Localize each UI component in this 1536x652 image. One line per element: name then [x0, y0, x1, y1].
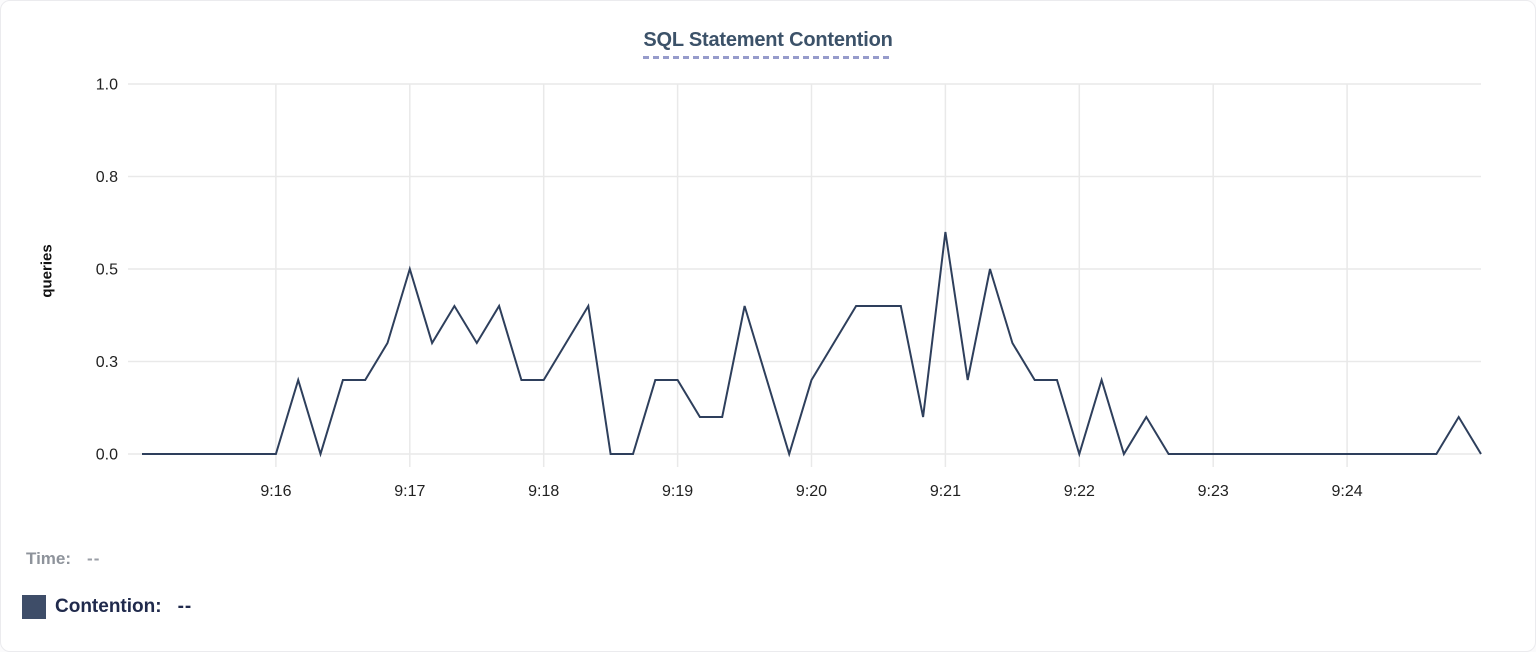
x-axis-tick-label: 9:21: [930, 483, 961, 500]
y-axis-tick-label: 0.3: [96, 354, 118, 371]
x-axis-tick-label: 9:20: [796, 483, 827, 500]
title-dashed-underline: [643, 56, 893, 59]
hover-readout-time: Time: --: [26, 549, 100, 569]
y-axis-tick-label: 0.0: [96, 447, 118, 464]
chart-title: SQL Statement Contention: [643, 29, 893, 51]
contention-label: Contention:: [55, 596, 162, 617]
legend-row-contention[interactable]: Contention: --: [22, 595, 192, 619]
y-axis-tick-label: 1.0: [96, 77, 118, 94]
contention-line-chart[interactable]: 1.0 0.8 0.5 0.3 0.0 9:16 9:17 9:18 9:19 9:20 9:21 9…: [1, 1, 1536, 521]
y-axis-tick-label: 0.8: [96, 169, 118, 186]
x-axis-tick-label: 9:23: [1198, 483, 1229, 500]
time-value: --: [87, 549, 101, 568]
x-axis-tick-label: 9:18: [528, 483, 559, 500]
contention-series-swatch: [22, 595, 46, 619]
contention-value: --: [177, 596, 193, 617]
x-axis-tick-label: 9:24: [1332, 483, 1363, 500]
y-axis-tick-label: 0.5: [96, 262, 118, 279]
chart-header: SQL Statement Contention: [1, 29, 1535, 59]
x-axis-tick-label: 9:17: [394, 483, 425, 500]
x-axis-tick-label: 9:19: [662, 483, 693, 500]
x-axis-tick-label: 9:22: [1064, 483, 1095, 500]
chart-title-block[interactable]: SQL Statement Contention: [643, 29, 893, 59]
time-label: Time:: [26, 549, 72, 568]
x-axis-tick-label: 9:16: [260, 483, 291, 500]
series-line-contention: [142, 231, 1482, 458]
